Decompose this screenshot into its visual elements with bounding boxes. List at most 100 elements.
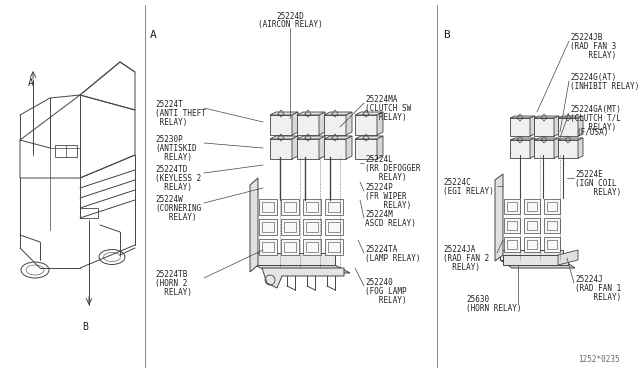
Polygon shape [500,260,575,268]
Bar [259,219,277,235]
Bar [544,218,560,233]
Bar [527,202,537,211]
Polygon shape [377,112,383,135]
Text: B: B [443,30,450,40]
Polygon shape [355,139,377,159]
Polygon shape [554,116,559,136]
Polygon shape [319,136,325,159]
Polygon shape [255,253,335,265]
Polygon shape [554,138,559,158]
Bar [504,199,520,214]
Polygon shape [558,118,578,136]
Text: (RAD FAN 3: (RAD FAN 3 [570,42,616,51]
Text: RELAY): RELAY) [365,296,406,305]
Polygon shape [355,115,377,135]
Bar [507,240,517,249]
Polygon shape [503,255,568,265]
Polygon shape [262,268,344,288]
Polygon shape [510,138,535,140]
Text: 25224T: 25224T [155,100,183,109]
Bar [303,199,321,215]
Bar [328,222,340,232]
Polygon shape [250,178,258,272]
Polygon shape [534,138,559,140]
Text: RELAY): RELAY) [575,293,621,302]
Polygon shape [530,116,535,136]
Text: 25224E: 25224E [575,170,603,179]
Text: RELAY): RELAY) [155,118,188,127]
Text: (CORNERING: (CORNERING [155,204,201,213]
Polygon shape [558,116,583,118]
Text: (LAMP RELAY): (LAMP RELAY) [365,254,420,263]
Text: 25230P: 25230P [155,135,183,144]
Polygon shape [270,136,298,139]
Text: (HORN RELAY): (HORN RELAY) [466,304,522,313]
Polygon shape [355,136,383,139]
Bar [504,218,520,233]
Text: 25224GA(MT): 25224GA(MT) [570,105,621,114]
Bar [284,242,296,252]
Bar [547,240,557,249]
Polygon shape [292,112,298,135]
Text: 1252*0235: 1252*0235 [579,355,620,364]
Text: (HORN 2: (HORN 2 [155,279,188,288]
Text: (IGN COIL: (IGN COIL [575,179,616,188]
Text: 25224MA: 25224MA [365,95,397,104]
Bar [281,219,299,235]
Bar [544,199,560,214]
Polygon shape [558,138,583,140]
Text: 25224TD: 25224TD [155,165,188,174]
Text: 25224M: 25224M [365,210,393,219]
Text: 252240: 252240 [365,278,393,287]
Text: (RAD FAN 2: (RAD FAN 2 [443,254,489,263]
Polygon shape [500,250,563,260]
Bar [281,239,299,255]
Text: 25224W: 25224W [155,195,183,204]
Text: 25224G(AT): 25224G(AT) [570,73,616,82]
Text: 25224JA: 25224JA [443,245,476,254]
Bar [259,239,277,255]
Polygon shape [324,136,352,139]
Polygon shape [292,136,298,159]
Bar [544,237,560,252]
Text: (KEYLESS 2: (KEYLESS 2 [155,174,201,183]
Polygon shape [510,118,530,136]
Text: 25224D: 25224D [276,12,304,21]
Bar [306,222,318,232]
Bar [524,218,540,233]
Text: (CLUTCH SW: (CLUTCH SW [365,104,412,113]
Bar [507,202,517,211]
Polygon shape [558,140,578,158]
Bar [262,222,274,232]
Polygon shape [270,112,298,115]
Polygon shape [578,116,583,136]
Text: (ANTISKID: (ANTISKID [155,144,196,153]
Polygon shape [346,136,352,159]
Text: RELAY): RELAY) [155,153,192,162]
Text: 25224J: 25224J [575,275,603,284]
Text: (RR DEFOGGER: (RR DEFOGGER [365,164,420,173]
Text: 25630: 25630 [466,295,489,304]
Polygon shape [324,112,352,115]
Bar [303,219,321,235]
Text: (FR WIPER: (FR WIPER [365,192,406,201]
Text: ASCD RELAY): ASCD RELAY) [365,219,416,228]
Polygon shape [578,138,583,158]
Text: RELAY): RELAY) [155,288,192,297]
Polygon shape [255,265,350,273]
Bar [284,222,296,232]
Polygon shape [530,138,535,158]
Text: RELAY): RELAY) [365,173,406,182]
Bar [55,145,77,157]
Polygon shape [270,139,292,159]
Bar [524,199,540,214]
Text: 25224TA: 25224TA [365,245,397,254]
Polygon shape [297,139,319,159]
Text: RELAY): RELAY) [570,51,616,60]
Bar [507,221,517,230]
Polygon shape [297,112,325,115]
Bar [306,242,318,252]
Polygon shape [534,118,554,136]
Polygon shape [346,112,352,135]
Bar [262,242,274,252]
